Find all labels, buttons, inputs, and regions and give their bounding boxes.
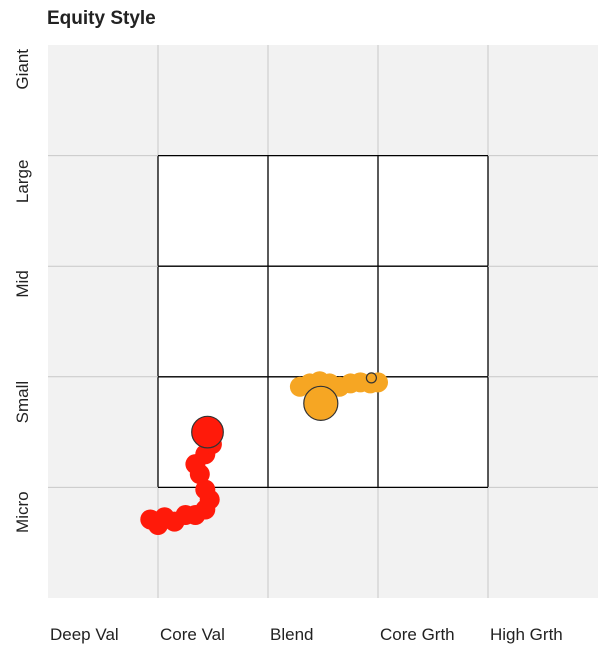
y-label: Large xyxy=(13,160,32,203)
y-label: Micro xyxy=(13,491,32,533)
x-label: High Grth xyxy=(490,625,563,644)
x-label: Core Val xyxy=(160,625,225,644)
x-label: Blend xyxy=(270,625,313,644)
chart-title: Equity Style xyxy=(47,8,156,29)
point xyxy=(191,415,224,449)
y-label: Mid xyxy=(13,270,32,297)
point xyxy=(195,479,216,500)
y-label: Giant xyxy=(13,49,32,90)
x-label: Core Grth xyxy=(380,625,455,644)
y-label: Small xyxy=(13,381,32,424)
point xyxy=(365,372,377,384)
point xyxy=(303,385,339,421)
x-label: Deep Val xyxy=(50,625,119,644)
